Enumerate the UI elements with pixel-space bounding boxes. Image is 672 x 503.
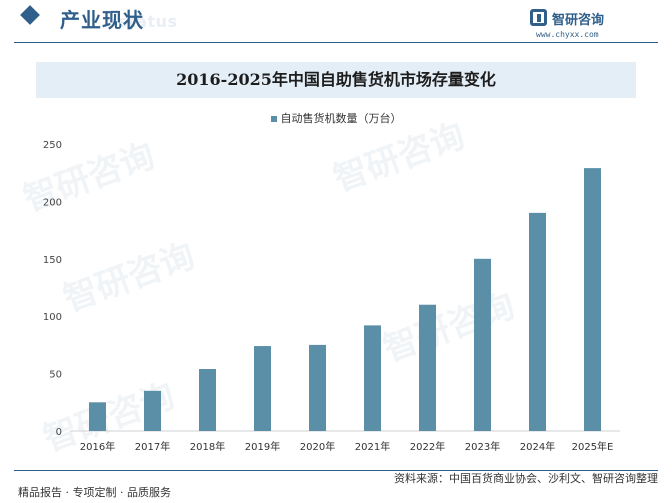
x-tick-label: 2024年 [520, 440, 555, 453]
brand-logo: 智研咨询 www.chyxx.com [530, 6, 650, 40]
bar [474, 258, 491, 431]
y-tick-label: 100 [43, 312, 62, 323]
bar [364, 325, 381, 431]
x-tick-label: 2016年 [80, 440, 115, 453]
section-ghost-text: status [118, 12, 178, 31]
y-tick-label: 200 [43, 197, 62, 208]
bar [529, 212, 546, 431]
legend-label: 自动售货机数量（万台） [280, 112, 402, 125]
x-tick-label: 2022年 [410, 440, 445, 453]
y-tick-label: 0 [56, 427, 62, 438]
bar [144, 390, 161, 431]
x-tick-label: 2018年 [190, 440, 225, 453]
header-divider [14, 42, 658, 43]
x-tick-label: 2019年 [245, 440, 280, 453]
y-tick-label: 50 [49, 370, 62, 381]
logo-icon [530, 9, 547, 26]
bar [89, 402, 106, 431]
section-title: 产业现状 [60, 8, 144, 32]
bar [254, 346, 271, 431]
chart-legend: 自动售货机数量（万台） [0, 110, 672, 126]
bar [199, 369, 216, 431]
legend-swatch [270, 116, 277, 122]
chart-title: 2016-2025年中国自助售货机市场存量变化 [176, 70, 496, 89]
x-tick-label: 2017年 [135, 440, 170, 453]
x-tick-label: 2020年 [300, 440, 335, 453]
logo-url: www.chyxx.com [536, 30, 599, 39]
y-tick-label: 250 [43, 140, 62, 151]
y-tick-label: 150 [43, 255, 62, 266]
bar [309, 344, 326, 431]
x-tick-label: 2023年 [465, 440, 500, 453]
data-source: 资料来源：中国百货商业协会、沙利文、智研咨询整理 [394, 472, 658, 485]
x-tick-label: 2021年 [355, 440, 390, 453]
x-tick-label: 2025年E [572, 440, 614, 453]
footer-tagline: 精品报告 · 专项定制 · 品质服务 [18, 486, 171, 499]
footer-divider [14, 470, 658, 471]
chart-title-band: 2016-2025年中国自助售货机市场存量变化 [36, 62, 636, 98]
header: status 产业现状 智研咨询 www.chyxx.com [0, 0, 672, 43]
bar [419, 304, 436, 431]
bar-chart: 0 50 100 150 200 250 2016年 2017年 2018年 2019年 2020年… [43, 140, 620, 453]
bar [584, 168, 601, 431]
logo-brand: 智研咨询 [552, 13, 605, 28]
footer: 精品报告 · 专项定制 · 品质服务 资料来源：中国百货商业协会、沙利文、智研咨… [0, 470, 672, 503]
diamond-icon [20, 5, 40, 25]
